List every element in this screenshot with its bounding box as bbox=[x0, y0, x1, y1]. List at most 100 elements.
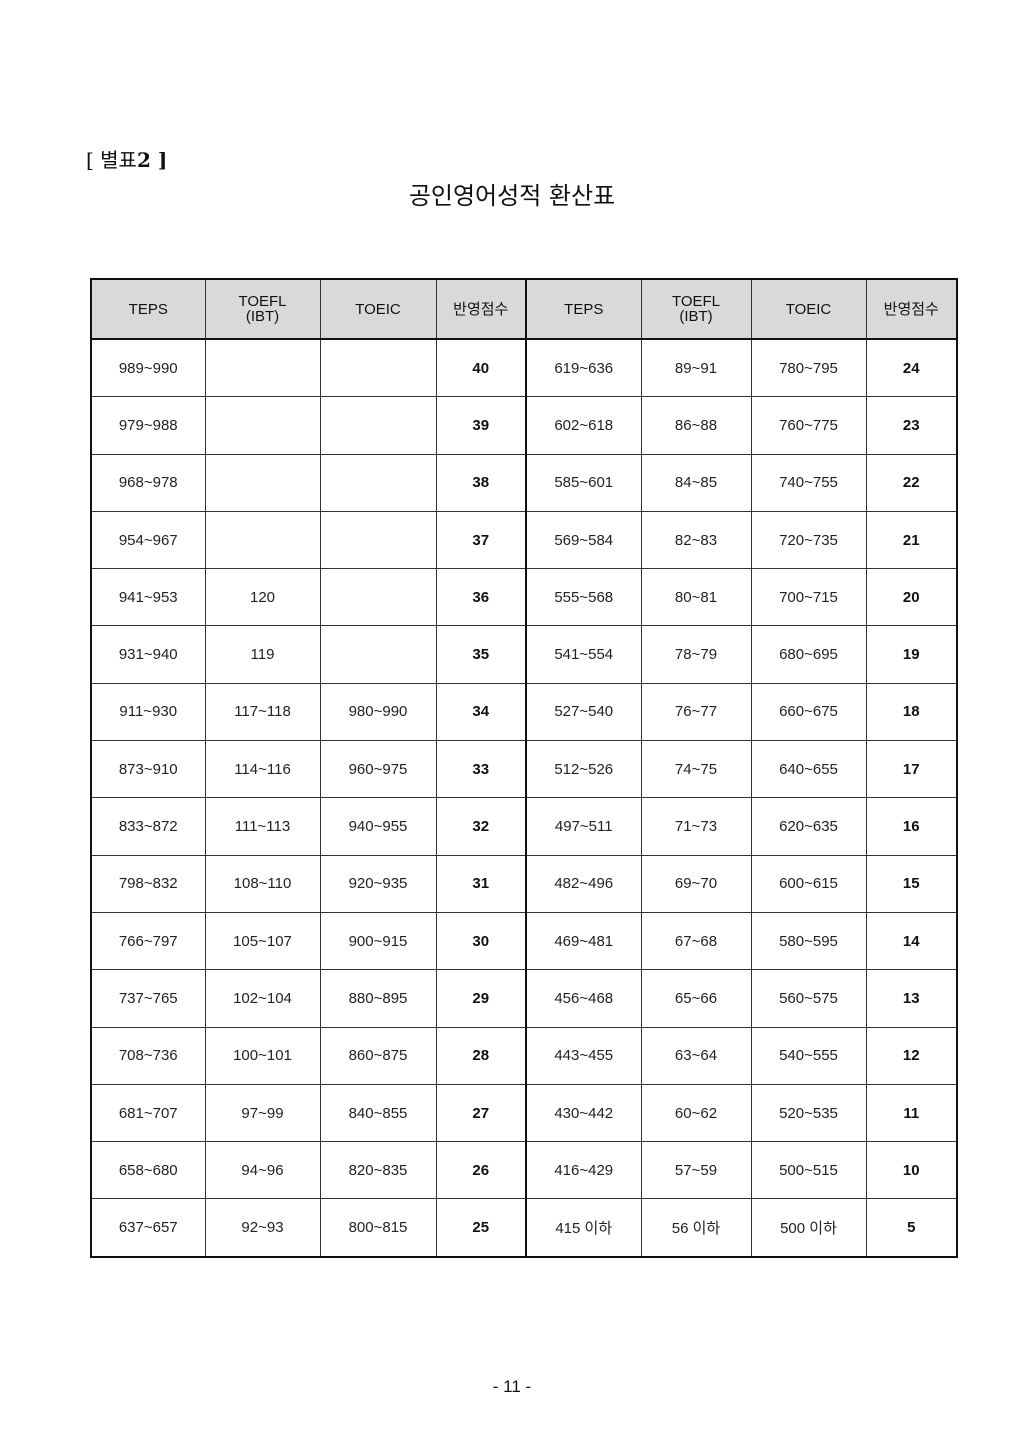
cell-toefl: 111~113 bbox=[204, 797, 321, 856]
cell-teps: 415 이하 bbox=[525, 1198, 642, 1258]
annex-number: 2 ] bbox=[136, 148, 168, 172]
cell-score: 11 bbox=[865, 1083, 958, 1143]
cell-score: 40 bbox=[435, 338, 527, 398]
cell-toeic: 740~755 bbox=[750, 453, 867, 512]
cell-toeic: 660~675 bbox=[750, 682, 867, 742]
table-row: 681~707 97~99 840~855 27 430~442 60~62 520~535… bbox=[90, 1083, 958, 1143]
cell-score: 37 bbox=[435, 510, 527, 570]
cell-toeic bbox=[319, 338, 437, 398]
table-row: 954~967 37 569~584 82~83 720~735 21 bbox=[90, 510, 958, 570]
cell-score: 32 bbox=[435, 797, 527, 856]
cell-toefl: 89~91 bbox=[640, 338, 752, 398]
cell-teps: 833~872 bbox=[90, 797, 206, 856]
cell-toefl: 100~101 bbox=[204, 1026, 321, 1085]
cell-toeic: 880~895 bbox=[319, 969, 437, 1028]
table-row: 968~978 38 585~601 84~85 740~755 22 bbox=[90, 453, 958, 512]
header-toeic: TOEIC bbox=[750, 278, 867, 340]
cell-score: 28 bbox=[435, 1026, 527, 1085]
table-row: 737~765 102~104 880~895 29 456~468 65~66 560~5… bbox=[90, 969, 958, 1028]
cell-score: 29 bbox=[435, 969, 527, 1028]
cell-score: 15 bbox=[865, 854, 958, 913]
cell-teps: 911~930 bbox=[90, 682, 206, 742]
document-title: 공인영어성적 환산표 bbox=[0, 176, 1024, 211]
cell-score: 30 bbox=[435, 911, 527, 971]
cell-score: 17 bbox=[865, 740, 958, 799]
cell-score: 14 bbox=[865, 911, 958, 971]
table-row: 931~940 119 35 541~554 78~79 680~695 19 bbox=[90, 625, 958, 684]
header-toeic: TOEIC bbox=[319, 278, 437, 340]
page-number: - 11 - bbox=[492, 1377, 532, 1396]
cell-teps: 469~481 bbox=[525, 911, 642, 971]
cell-toeic: 640~655 bbox=[750, 740, 867, 799]
cell-score: 19 bbox=[865, 625, 958, 684]
cell-score: 20 bbox=[865, 568, 958, 627]
header-toefl: TOEFL (IBT) bbox=[204, 278, 321, 340]
cell-teps: 737~765 bbox=[90, 969, 206, 1028]
title-text: 공인영어성적 환산표 bbox=[408, 182, 616, 210]
cell-toeic: 600~615 bbox=[750, 854, 867, 913]
cell-toeic bbox=[319, 568, 437, 627]
cell-toeic: 900~915 bbox=[319, 911, 437, 971]
cell-toeic: 580~595 bbox=[750, 911, 867, 971]
cell-toefl: 105~107 bbox=[204, 911, 321, 971]
cell-teps: 585~601 bbox=[525, 453, 642, 512]
cell-toeic: 820~835 bbox=[319, 1141, 437, 1200]
cell-teps: 443~455 bbox=[525, 1026, 642, 1085]
cell-toeic bbox=[319, 453, 437, 512]
header-score: 반영점수 bbox=[435, 278, 527, 340]
cell-score: 35 bbox=[435, 625, 527, 684]
cell-teps: 708~736 bbox=[90, 1026, 206, 1085]
cell-toeic: 780~795 bbox=[750, 338, 867, 398]
cell-toefl: 117~118 bbox=[204, 682, 321, 742]
cell-score: 27 bbox=[435, 1083, 527, 1143]
table-row: 873~910 114~116 960~975 33 512~526 74~75 640~6… bbox=[90, 740, 958, 799]
cell-toefl: 76~77 bbox=[640, 682, 752, 742]
cell-toefl: 69~70 bbox=[640, 854, 752, 913]
cell-teps: 989~990 bbox=[90, 338, 206, 398]
table-row: 833~872 111~113 940~955 32 497~511 71~73 620~6… bbox=[90, 797, 958, 856]
cell-teps: 798~832 bbox=[90, 854, 206, 913]
cell-teps: 541~554 bbox=[525, 625, 642, 684]
cell-teps: 979~988 bbox=[90, 396, 206, 455]
cell-score: 21 bbox=[865, 510, 958, 570]
cell-toeic: 560~575 bbox=[750, 969, 867, 1028]
annex-label: [ 별표2 ] bbox=[86, 144, 167, 173]
cell-toefl: 97~99 bbox=[204, 1083, 321, 1143]
cell-toefl: 80~81 bbox=[640, 568, 752, 627]
cell-teps: 569~584 bbox=[525, 510, 642, 570]
cell-teps: 681~707 bbox=[90, 1083, 206, 1143]
table-row: 798~832 108~110 920~935 31 482~496 69~70 600~6… bbox=[90, 854, 958, 913]
cell-teps: 416~429 bbox=[525, 1141, 642, 1200]
cell-toefl: 71~73 bbox=[640, 797, 752, 856]
annex-label-text: [ 별표 bbox=[86, 148, 137, 172]
cell-score: 34 bbox=[435, 682, 527, 742]
cell-score: 38 bbox=[435, 453, 527, 512]
header-teps: TEPS bbox=[90, 278, 206, 340]
cell-toefl: 86~88 bbox=[640, 396, 752, 455]
cell-score: 33 bbox=[435, 740, 527, 799]
cell-toeic: 700~715 bbox=[750, 568, 867, 627]
header-row: TEPS TOEFL (IBT) TOEIC 반영점수 TEPS TOEFL (IBT) TOE… bbox=[90, 278, 958, 340]
cell-toeic: 540~555 bbox=[750, 1026, 867, 1085]
cell-teps: 968~978 bbox=[90, 453, 206, 512]
cell-toeic bbox=[319, 510, 437, 570]
cell-toefl: 102~104 bbox=[204, 969, 321, 1028]
table-row: 708~736 100~101 860~875 28 443~455 63~64 540~5… bbox=[90, 1026, 958, 1085]
header-toefl: TOEFL (IBT) bbox=[640, 278, 752, 340]
cell-score: 25 bbox=[435, 1198, 527, 1258]
cell-toeic: 500~515 bbox=[750, 1141, 867, 1200]
cell-toefl: 63~64 bbox=[640, 1026, 752, 1085]
cell-toefl: 56 이하 bbox=[640, 1198, 752, 1258]
cell-toefl: 114~116 bbox=[204, 740, 321, 799]
cell-teps: 555~568 bbox=[525, 568, 642, 627]
cell-toefl bbox=[204, 510, 321, 570]
cell-teps: 931~940 bbox=[90, 625, 206, 684]
cell-toefl: 119 bbox=[204, 625, 321, 684]
cell-teps: 512~526 bbox=[525, 740, 642, 799]
cell-toefl bbox=[204, 453, 321, 512]
cell-teps: 497~511 bbox=[525, 797, 642, 856]
cell-toeic: 860~875 bbox=[319, 1026, 437, 1085]
cell-teps: 637~657 bbox=[90, 1198, 206, 1258]
cell-toefl: 57~59 bbox=[640, 1141, 752, 1200]
cell-teps: 482~496 bbox=[525, 854, 642, 913]
